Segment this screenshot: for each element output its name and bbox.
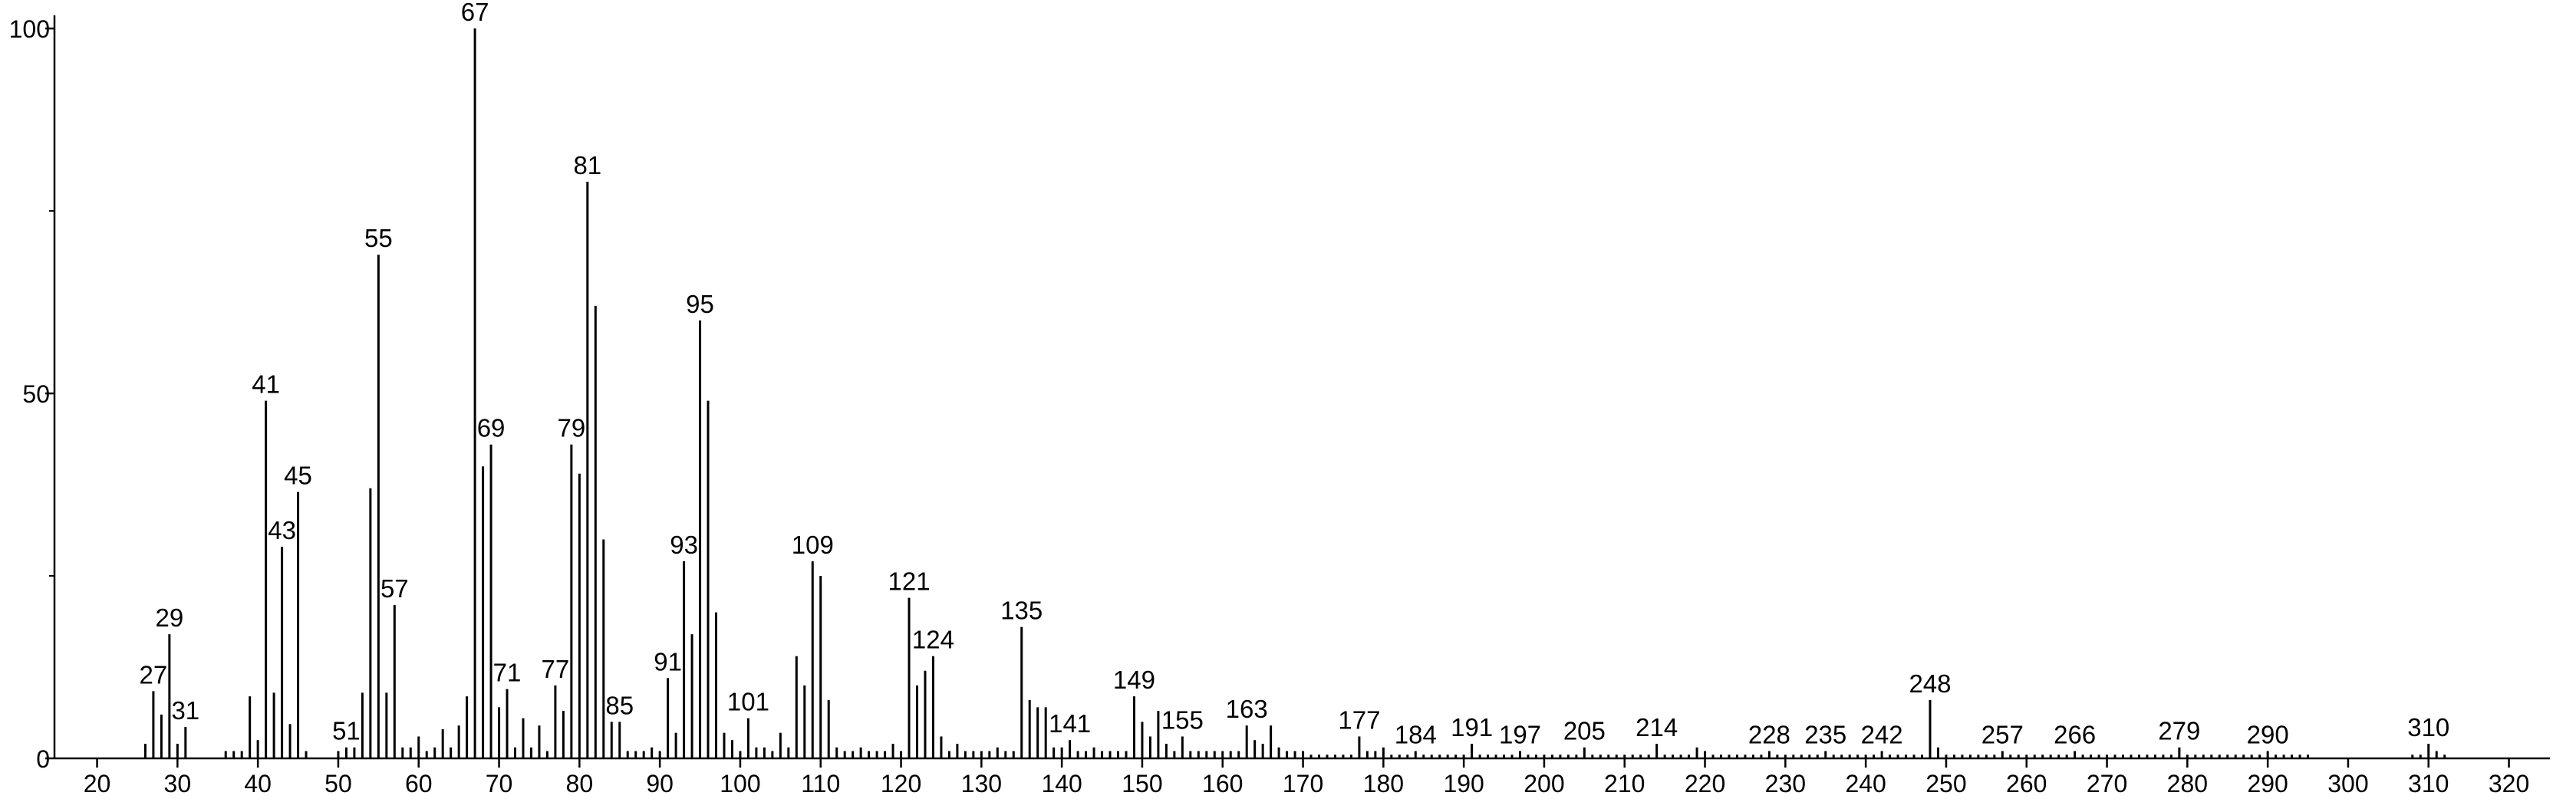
peak-label: 266	[2054, 720, 2096, 748]
peak-label: 121	[888, 567, 930, 596]
peak-label: 141	[1049, 709, 1091, 738]
peak-label: 257	[1981, 720, 2024, 748]
x-tick-label: 300	[2327, 770, 2368, 797]
peak-label: 31	[171, 696, 199, 725]
x-tick-label: 90	[646, 770, 674, 797]
peak-label: 69	[477, 414, 506, 442]
x-tick-label: 280	[2167, 770, 2208, 797]
x-tick-label: 70	[486, 770, 513, 797]
x-tick-label: 60	[405, 770, 433, 797]
peak-label: 81	[573, 151, 601, 179]
peak-label: 177	[1338, 705, 1380, 734]
peak-label: 109	[792, 531, 834, 559]
x-tick-label: 110	[801, 770, 840, 797]
x-tick-label: 150	[1122, 770, 1162, 797]
peak-label: 43	[268, 516, 296, 544]
x-tick-label: 180	[1363, 770, 1404, 797]
peak-label: 248	[1909, 669, 1951, 698]
peak-label: 85	[605, 691, 634, 719]
x-tick-label: 240	[1845, 770, 1886, 797]
peak-label: 29	[156, 603, 184, 632]
x-tick-label: 290	[2247, 770, 2288, 797]
x-tick-label: 270	[2087, 770, 2127, 797]
peak-label: 93	[670, 531, 698, 559]
x-tick-label: 40	[244, 770, 272, 797]
peak-label: 235	[1804, 720, 1846, 748]
x-tick-label: 320	[2489, 770, 2529, 797]
peak-label: 214	[1636, 713, 1678, 741]
x-tick-label: 100	[720, 770, 760, 797]
x-tick-label: 250	[1925, 770, 1966, 797]
x-tick-label: 30	[164, 770, 192, 797]
x-tick-label: 140	[1041, 770, 1082, 797]
peak-label: 79	[558, 414, 586, 442]
peak-label: 163	[1226, 695, 1268, 723]
y-tick-label: 50	[22, 380, 50, 408]
peak-label: 205	[1563, 717, 1606, 745]
peak-label: 135	[1000, 597, 1043, 625]
peak-label: 191	[1451, 713, 1493, 741]
peak-label: 101	[727, 688, 769, 716]
peak-label: 45	[284, 462, 312, 490]
peak-label: 55	[364, 224, 393, 252]
x-tick-label: 230	[1765, 770, 1806, 797]
peak-label: 197	[1499, 720, 1541, 748]
peak-label: 310	[2407, 713, 2449, 741]
peak-label: 95	[686, 290, 714, 318]
peak-label: 279	[2158, 717, 2200, 745]
peak-label: 149	[1113, 666, 1155, 694]
peak-label: 184	[1395, 720, 1437, 748]
x-tick-label: 20	[84, 770, 111, 797]
peak-label: 155	[1161, 705, 1204, 734]
x-tick-label: 260	[2006, 770, 2047, 797]
peak-label: 71	[493, 659, 522, 687]
x-tick-label: 190	[1443, 770, 1484, 797]
peak-label: 91	[654, 647, 682, 676]
peak-label: 57	[380, 574, 409, 603]
y-tick-label: 0	[36, 745, 50, 773]
peak-label: 41	[252, 370, 280, 399]
peak-label: 27	[140, 660, 168, 689]
x-tick-label: 120	[881, 770, 921, 797]
x-tick-label: 170	[1283, 770, 1323, 797]
peak-label: 77	[542, 655, 570, 683]
x-tick-label: 160	[1202, 770, 1243, 797]
x-tick-label: 130	[961, 770, 1002, 797]
x-tick-label: 220	[1685, 770, 1725, 797]
y-tick-label: 100	[9, 15, 50, 43]
peak-label: 124	[912, 626, 954, 654]
peak-label: 51	[332, 717, 361, 745]
peak-label: 290	[2247, 720, 2289, 748]
peak-label: 228	[1748, 720, 1790, 748]
peak-label: 242	[1861, 720, 1903, 748]
peak-label: 67	[461, 0, 489, 26]
x-tick-label: 310	[2408, 770, 2449, 797]
x-tick-label: 200	[1524, 770, 1564, 797]
x-tick-label: 80	[566, 770, 594, 797]
x-tick-label: 210	[1604, 770, 1645, 797]
x-tick-label: 50	[324, 770, 352, 797]
